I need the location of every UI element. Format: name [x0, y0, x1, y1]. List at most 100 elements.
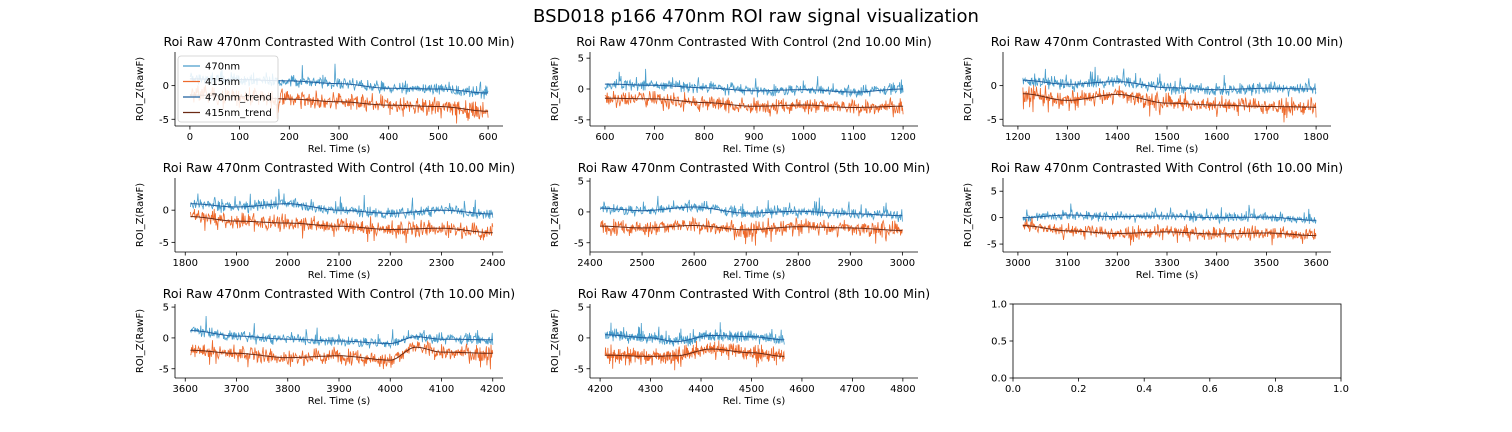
x-tick-label: 3700: [224, 384, 249, 395]
x-tick-label: 4600: [789, 384, 814, 395]
x-tick-label: 900: [744, 132, 763, 143]
x-tick-label: 400: [379, 132, 398, 143]
x-tick-label: 1300: [1055, 132, 1080, 143]
x-tick-label: 1100: [841, 132, 866, 143]
x-tick-label: 3600: [173, 384, 198, 395]
series-415nm-trend: [190, 346, 493, 361]
y-axis-label: ROI_Z(RawF): [135, 309, 146, 373]
x-tick-label: 1200: [1005, 132, 1030, 143]
x-tick-label: 3900: [326, 384, 351, 395]
x-tick-label: 4000: [378, 384, 403, 395]
legend-entry: 470nm_trend: [205, 93, 272, 104]
y-tick-label: 0: [991, 213, 997, 224]
x-tick-label: 0: [187, 132, 193, 143]
x-tick-label: 600: [595, 132, 614, 143]
subplot-3: Roi Raw 470nm Contrasted With Control (3…: [963, 34, 1343, 155]
series-415nm-trend: [190, 216, 493, 234]
x-tick-label: 2000: [275, 258, 300, 269]
legend-entry: 470nm: [205, 62, 240, 73]
x-tick-label: 3200: [1105, 258, 1130, 269]
x-tick-label: 3600: [1303, 258, 1328, 269]
subplot-title: Roi Raw 470nm Contrasted With Control (2…: [576, 34, 931, 49]
series-470nm-trend: [1022, 214, 1317, 221]
subplot-9: 0.0 0.2 0.4 0.6 0.8 1.0 0.0 0.5 1.0: [991, 300, 1349, 396]
y-tick-label: 5: [578, 54, 584, 65]
y-tick-label: -5: [574, 364, 584, 375]
legend-entry: 415nm: [205, 77, 240, 88]
series-415nm-trend: [605, 348, 785, 357]
x-tick-label: 2400: [577, 258, 602, 269]
subplot-5: Roi Raw 470nm Contrasted With Control (5…: [550, 160, 930, 281]
x-tick-label: 2900: [838, 258, 863, 269]
subplot-title: Roi Raw 470nm Contrasted With Control (6…: [991, 160, 1343, 175]
x-tick-label: 3000: [1005, 258, 1030, 269]
x-tick-label: 0.6: [1202, 384, 1218, 395]
legend-entry: 415nm_trend: [205, 108, 272, 119]
x-tick-label: 1200: [890, 132, 915, 143]
x-tick-label: 3500: [1254, 258, 1279, 269]
x-tick-label: 0.0: [1005, 384, 1021, 395]
series-415nm: [190, 340, 494, 370]
legend: 470nm 415nm 470nm_trend 415nm_trend: [177, 55, 279, 123]
x-tick-label: 1500: [1154, 132, 1179, 143]
x-tick-label: 800: [695, 132, 714, 143]
x-tick-label: 300: [329, 132, 348, 143]
x-tick-label: 0.8: [1267, 384, 1283, 395]
x-tick-label: 1800: [173, 258, 198, 269]
x-tick-label: 4200: [587, 384, 612, 395]
y-tick-label: 5: [163, 303, 169, 314]
series-470nm-trend: [604, 83, 904, 93]
series-415nm: [604, 340, 785, 371]
y-tick-label: -5: [987, 240, 997, 251]
y-axis-label: ROI_Z(RawF): [963, 57, 974, 121]
x-tick-label: 3800: [275, 384, 300, 395]
x-axis-label: Rel. Time (s): [1136, 270, 1199, 281]
x-tick-label: 2300: [429, 258, 454, 269]
x-axis-label: Rel. Time (s): [308, 396, 371, 407]
series-415nm-trend: [1022, 93, 1317, 108]
x-axis-label: Rel. Time (s): [308, 270, 371, 281]
series-415nm-trend: [1022, 225, 1317, 237]
legend-box: [177, 55, 279, 123]
x-axis-label: Rel. Time (s): [308, 144, 371, 155]
series-415nm: [600, 216, 903, 246]
series-470nm-trend: [190, 330, 493, 345]
series-470nm: [600, 195, 903, 223]
y-tick-label: 0.0: [991, 374, 1007, 385]
subplot-4: Roi Raw 470nm Contrasted With Control (4…: [135, 160, 515, 281]
x-tick-label: 1800: [1303, 132, 1328, 143]
y-tick-label: -5: [159, 238, 169, 249]
series-415nm-trend: [600, 225, 903, 231]
y-tick-label: 5: [578, 177, 584, 188]
x-tick-label: 600: [479, 132, 498, 143]
x-tick-label: 4800: [890, 384, 915, 395]
series-470nm: [190, 188, 494, 220]
series-415nm: [604, 90, 904, 118]
subplot-title: Roi Raw 470nm Contrasted With Control (8…: [578, 286, 930, 301]
subplot-title: Roi Raw 470nm Contrasted With Control (5…: [578, 160, 930, 175]
subplot-1: Roi Raw 470nm Contrasted With Control (1…: [135, 34, 514, 155]
x-tick-label: 4700: [840, 384, 865, 395]
series-470nm: [1022, 203, 1317, 225]
x-tick-label: 4400: [688, 384, 713, 395]
series-470nm-trend: [605, 334, 785, 343]
series-470nm-trend: [1022, 79, 1317, 91]
x-tick-label: 2600: [681, 258, 706, 269]
y-tick-label: 0: [578, 85, 584, 96]
figure-title: BSD018 p166 470nm ROI raw signal visuali…: [533, 6, 979, 27]
y-tick-label: 0: [163, 333, 169, 344]
y-tick-label: -5: [987, 115, 997, 126]
y-tick-label: -5: [574, 115, 584, 126]
x-tick-label: 2100: [326, 258, 351, 269]
y-axis-label: ROI_Z(RawF): [135, 183, 146, 247]
y-tick-label: 0: [578, 207, 584, 218]
x-tick-label: 1700: [1254, 132, 1279, 143]
y-tick-label: -5: [574, 238, 584, 249]
x-tick-label: 0.2: [1071, 384, 1087, 395]
x-tick-label: 0.4: [1136, 384, 1152, 395]
y-axis-label: ROI_Z(RawF): [550, 309, 561, 373]
y-axis-label: ROI_Z(RawF): [550, 57, 561, 121]
series-415nm: [1022, 217, 1317, 246]
series-470nm-trend: [190, 203, 493, 215]
